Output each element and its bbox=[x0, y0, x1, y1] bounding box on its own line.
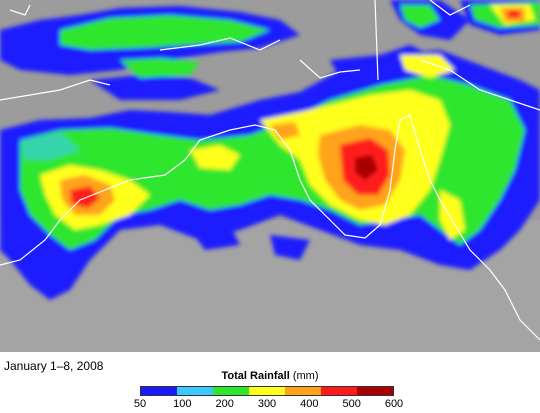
legend-tick-label: 300 bbox=[257, 398, 277, 410]
coastlines bbox=[0, 0, 540, 341]
rainfall-map bbox=[0, 0, 540, 352]
map-graphic bbox=[0, 0, 540, 352]
color-swatch-3 bbox=[249, 387, 285, 395]
legend-unit: (mm) bbox=[292, 370, 319, 382]
legend-tick-label: 600 bbox=[384, 398, 404, 410]
color-scale-bar bbox=[140, 386, 394, 396]
legend-tick-label: 500 bbox=[342, 398, 361, 410]
legend-title: Total Rainfall (mm) bbox=[0, 370, 540, 382]
color-swatch-2 bbox=[213, 387, 249, 395]
footer: January 1–8, 2008 Total Rainfall (mm) 50… bbox=[0, 352, 540, 413]
color-swatch-0 bbox=[141, 387, 177, 395]
color-swatch-1 bbox=[177, 387, 213, 395]
date-caption: January 1–8, 2008 bbox=[4, 359, 104, 373]
color-swatch-4 bbox=[285, 387, 321, 395]
legend-tick-label: 200 bbox=[215, 398, 234, 410]
color-swatch-6 bbox=[357, 387, 393, 395]
legend-title-text: Total Rainfall bbox=[221, 370, 290, 382]
legend-tick-label: 50 bbox=[133, 398, 147, 410]
color-swatch-5 bbox=[321, 387, 357, 395]
legend-tick-label: 400 bbox=[300, 398, 319, 410]
rainfall-overlay bbox=[0, 0, 540, 300]
legend-tick-label: 100 bbox=[173, 398, 192, 410]
